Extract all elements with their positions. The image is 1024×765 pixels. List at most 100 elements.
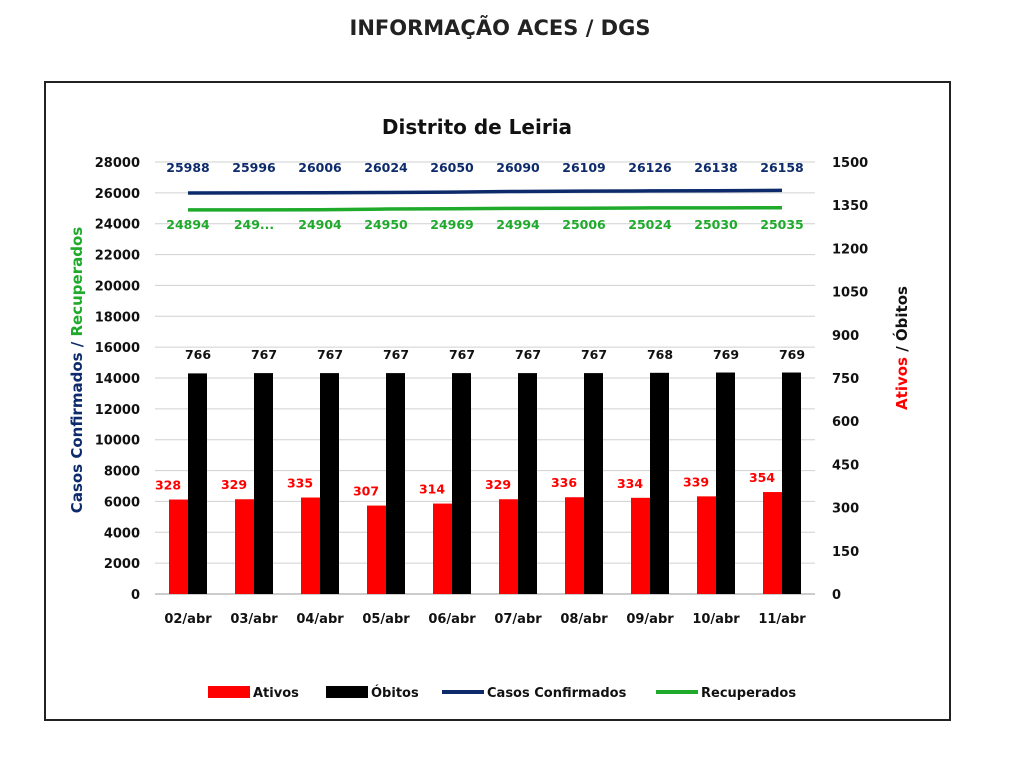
data-label-ativos: 354 <box>749 470 775 485</box>
line-recuperados <box>187 205 783 212</box>
data-label-confirmados: 25996 <box>232 160 276 175</box>
y-tick-left: 24000 <box>95 218 140 233</box>
y-tick-left: 2000 <box>104 557 140 572</box>
data-label-recuperados: 24904 <box>298 217 342 232</box>
bar-obitos <box>188 373 207 594</box>
y-tick-right: 150 <box>832 545 859 560</box>
y-tick-right: 600 <box>832 415 859 430</box>
data-label-obitos: 767 <box>383 347 409 362</box>
bar-ativos <box>169 499 188 594</box>
data-label-recuperados: 25030 <box>694 217 738 232</box>
y-tick-right: 900 <box>832 329 859 344</box>
legend-swatch <box>326 686 368 698</box>
y-tick-left: 28000 <box>95 156 140 171</box>
y-tick-left: 18000 <box>95 310 140 325</box>
y-axis-label-left-separator: / <box>68 337 86 353</box>
y-tick-left: 12000 <box>95 403 140 418</box>
bar-ativos <box>433 503 452 594</box>
data-label-obitos: 766 <box>185 347 211 362</box>
data-label-recuperados: 25006 <box>562 217 606 232</box>
legend-label: Recuperados <box>701 686 796 701</box>
bar-obitos <box>584 373 603 594</box>
data-label-confirmados: 26158 <box>760 160 804 175</box>
y-axis-label-left: Casos Confirmados / Recuperados <box>68 227 86 513</box>
series-lines <box>187 188 783 212</box>
data-label-recuperados: 25035 <box>760 217 804 232</box>
y-tick-left: 20000 <box>95 279 140 294</box>
y-tick-left: 14000 <box>95 372 140 387</box>
line-casos-confirmados <box>187 188 783 195</box>
axes: 0200040006000800010000120001400016000180… <box>95 156 868 627</box>
bar-obitos <box>452 373 471 594</box>
data-label-ativos: 334 <box>617 476 643 491</box>
bar-ativos <box>367 505 386 594</box>
data-label-recuperados: 25024 <box>628 217 672 232</box>
y-tick-right: 1350 <box>832 199 868 214</box>
data-label-obitos: 767 <box>581 347 607 362</box>
bar-obitos <box>518 373 537 594</box>
data-label-ativos: 329 <box>485 477 511 492</box>
bars <box>169 372 801 594</box>
bar-obitos <box>254 373 273 594</box>
chart-title: Distrito de Leiria <box>382 115 572 139</box>
y-axis-label-right-part1: Ativos <box>893 357 911 410</box>
bar-ativos <box>499 499 518 594</box>
x-tick-label: 07/abr <box>494 612 542 627</box>
x-tick-label: 08/abr <box>560 612 608 627</box>
bar-ativos <box>631 497 650 594</box>
data-label-obitos: 768 <box>647 347 673 362</box>
data-label-obitos: 767 <box>449 347 475 362</box>
data-label-confirmados: 26006 <box>298 160 342 175</box>
data-label-confirmados: 26024 <box>364 160 408 175</box>
bar-ativos <box>697 496 716 594</box>
data-label-confirmados: 25988 <box>166 160 210 175</box>
data-label-ativos: 339 <box>683 474 709 489</box>
data-label-ativos: 336 <box>551 475 577 490</box>
bar-ativos <box>565 497 584 594</box>
data-label-ativos: 328 <box>155 478 181 493</box>
y-axis-label-right-separator: / <box>893 341 911 357</box>
chart-frame <box>44 81 951 721</box>
y-tick-left: 4000 <box>104 526 140 541</box>
data-label-confirmados: 26109 <box>562 160 606 175</box>
y-tick-right: 750 <box>832 372 859 387</box>
bar-ativos <box>763 492 782 594</box>
data-label-obitos: 769 <box>713 347 739 362</box>
bar-obitos <box>716 372 735 594</box>
y-tick-right: 300 <box>832 502 859 517</box>
data-label-obitos: 767 <box>515 347 541 362</box>
data-label-recuperados: 24969 <box>430 217 474 232</box>
data-label-confirmados: 26138 <box>694 160 738 175</box>
y-tick-right: 1200 <box>832 242 868 257</box>
data-label-recuperados: 24894 <box>166 217 210 232</box>
legend-label: Óbitos <box>371 685 419 701</box>
data-label-ativos: 314 <box>419 482 445 497</box>
data-label-confirmados: 26126 <box>628 160 672 175</box>
data-label-obitos: 767 <box>251 347 277 362</box>
y-tick-right: 0 <box>832 588 841 603</box>
bar-obitos <box>650 372 669 594</box>
data-label-ativos: 329 <box>221 477 247 492</box>
bar-obitos <box>386 373 405 594</box>
data-label-recuperados: 24994 <box>496 217 540 232</box>
page-title: INFORMAÇÃO ACES / DGS <box>349 16 651 40</box>
y-axis-label-right-part2: Óbitos <box>892 286 911 341</box>
legend-swatch <box>208 686 250 698</box>
y-tick-left: 0 <box>131 588 140 603</box>
data-label-ativos: 307 <box>353 484 379 499</box>
x-tick-label: 09/abr <box>626 612 674 627</box>
y-tick-left: 6000 <box>104 495 140 510</box>
bar-ativos <box>301 497 320 594</box>
data-labels: 328 766 329 767 335 767 307 767 314 767 329 767 336 7… <box>155 160 805 499</box>
legend-label: Ativos <box>253 686 299 701</box>
y-axis-label-right: Ativos / Óbitos <box>892 286 911 410</box>
data-label-obitos: 767 <box>317 347 343 362</box>
data-label-obitos: 769 <box>779 347 805 362</box>
y-tick-left: 22000 <box>95 249 140 264</box>
data-label-ativos: 335 <box>287 476 313 491</box>
y-tick-left: 26000 <box>95 187 140 202</box>
data-label-recuperados: 24950 <box>364 217 408 232</box>
x-tick-label: 02/abr <box>164 612 212 627</box>
bar-obitos <box>320 373 339 594</box>
